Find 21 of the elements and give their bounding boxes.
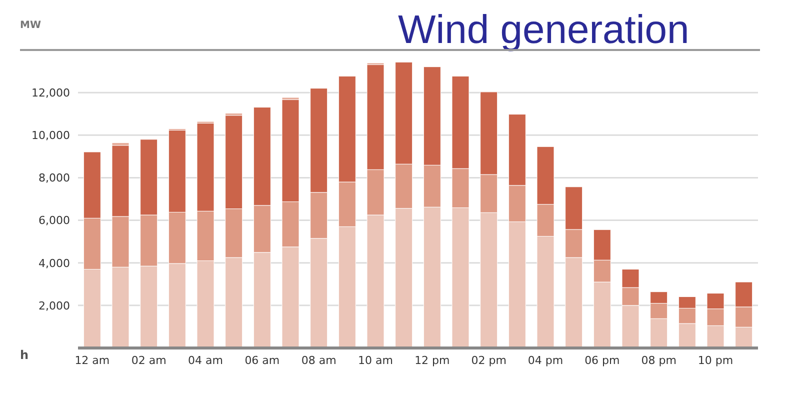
x-tick-label: 10 pm bbox=[698, 354, 734, 367]
x-tick-label: 02 pm bbox=[471, 354, 506, 367]
y-tick-label: 2,000 bbox=[38, 299, 70, 312]
x-tick-label: 04 am bbox=[188, 354, 223, 367]
x-axis-title: h bbox=[20, 348, 29, 362]
y-tick-label: 12,000 bbox=[32, 86, 70, 100]
y-tick-label: 10,000 bbox=[32, 129, 70, 142]
x-tick-label: 08 am bbox=[301, 354, 336, 367]
chart-title: Wind generation bbox=[398, 8, 690, 53]
y-tick-label: 6,000 bbox=[38, 214, 70, 228]
y-tick-label: 8,000 bbox=[38, 172, 70, 185]
y-tick-label: 4,000 bbox=[38, 256, 70, 270]
x-tick-label: 10 am bbox=[358, 354, 393, 367]
x-tick-label: 06 pm bbox=[584, 354, 620, 367]
x-tick-label: 12 pm bbox=[414, 354, 450, 367]
x-tick-label: 04 pm bbox=[528, 354, 564, 367]
x-tick-label: 08 pm bbox=[641, 354, 676, 367]
x-tick-label: 06 am bbox=[244, 354, 280, 367]
x-tick-label: 02 am bbox=[131, 354, 166, 367]
x-tick-label: 12 am bbox=[74, 354, 110, 367]
y-axis-title: MW bbox=[20, 20, 41, 31]
